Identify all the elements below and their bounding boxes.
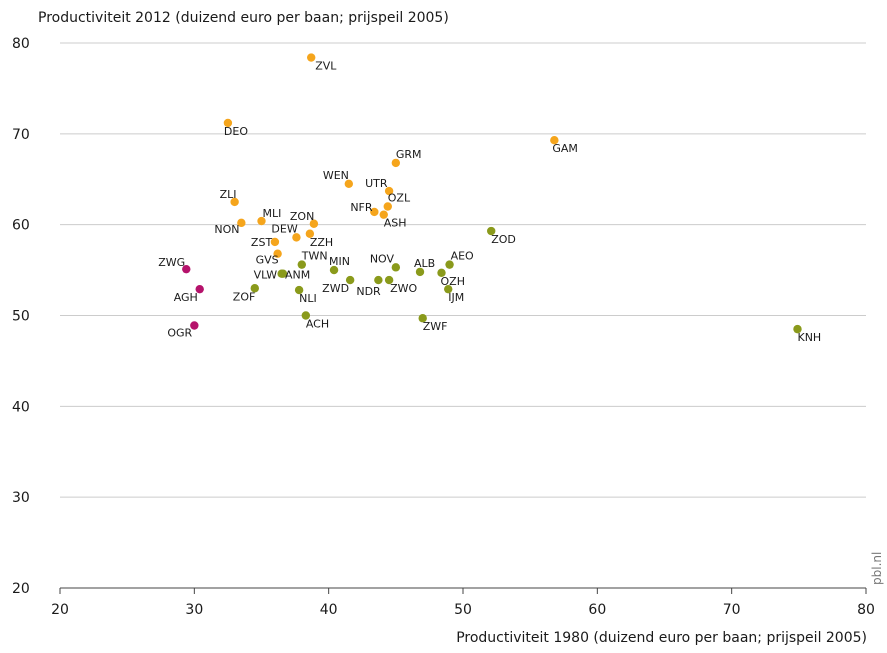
point-label-zst: ZST <box>251 236 273 249</box>
point-label-ozl: OZL <box>388 192 411 205</box>
point-label-vlw: VLW <box>254 269 278 282</box>
point-label-twn: TWN <box>301 250 328 263</box>
point-label-non: NON <box>214 223 239 236</box>
x-axis-title: Productiviteit 1980 (duizend euro per ba… <box>456 630 867 646</box>
point-label-utr: UTR <box>365 177 388 190</box>
point-label-dew: DEW <box>271 222 297 235</box>
point-label-zwf: ZWF <box>423 320 448 333</box>
y-tick-label: 60 <box>12 218 30 234</box>
point-label-grm: GRM <box>396 148 422 161</box>
data-point-ndr <box>374 276 382 284</box>
point-label-ash: ASH <box>384 217 407 230</box>
data-points: ZVL DEO GAM GRM WEN UTR ZLI OZL NFR ASH MLI NON ZON Z… <box>158 53 821 344</box>
data-point-zvl <box>307 53 315 61</box>
point-label-zod: ZOD <box>491 233 516 246</box>
point-label-min: MIN <box>329 255 350 268</box>
point-label-anm: ANM <box>285 269 310 282</box>
point-label-zzh: ZZH <box>310 236 333 249</box>
point-label-ogr: OGR <box>167 326 192 339</box>
point-label-nli: NLI <box>299 292 317 305</box>
x-tick-label: 50 <box>454 602 472 618</box>
y-tick-label: 20 <box>12 581 30 597</box>
point-label-zwo: ZWO <box>390 282 417 295</box>
grid-lines: 20 30 40 50 60 70 80 <box>12 36 866 597</box>
point-label-ach: ACH <box>306 318 329 331</box>
point-label-alb: ALB <box>414 257 435 270</box>
point-label-nfr: NFR <box>350 201 373 214</box>
x-axis: 20 30 40 50 60 70 80 <box>51 588 875 618</box>
point-label-zwd: ZWD <box>322 282 349 295</box>
point-label-wen: WEN <box>323 169 349 182</box>
point-label-gam: GAM <box>552 142 578 155</box>
point-label-mli: MLI <box>263 207 282 220</box>
point-label-agh: AGH <box>174 291 198 304</box>
point-label-zli: ZLI <box>220 188 237 201</box>
x-tick-label: 20 <box>51 602 69 618</box>
x-tick-label: 30 <box>185 602 203 618</box>
point-label-ndr: NDR <box>356 285 381 298</box>
point-label-gvs: GVS <box>256 254 279 267</box>
point-label-knh: KNH <box>797 331 821 344</box>
y-tick-label: 50 <box>12 309 30 325</box>
point-label-ozh: OZH <box>441 275 465 288</box>
y-tick-label: 70 <box>12 127 30 143</box>
point-label-zon: ZON <box>290 210 314 223</box>
point-label-zvl: ZVL <box>315 60 337 73</box>
x-tick-label: 60 <box>588 602 606 618</box>
source-credit: pbl.nl <box>870 552 884 585</box>
point-label-aeo: AEO <box>451 250 474 263</box>
x-tick-label: 70 <box>723 602 741 618</box>
y-tick-label: 80 <box>12 36 30 52</box>
point-label-zwg: ZWG <box>158 256 185 269</box>
y-tick-label: 40 <box>12 399 30 415</box>
x-tick-label: 80 <box>857 602 875 618</box>
point-label-ijm: IJM <box>448 291 464 304</box>
point-label-nov: NOV <box>370 252 395 265</box>
y-tick-label: 30 <box>12 490 30 506</box>
x-tick-label: 40 <box>320 602 338 618</box>
point-label-zof: ZOF <box>233 290 256 303</box>
point-label-deo: DEO <box>224 125 248 138</box>
